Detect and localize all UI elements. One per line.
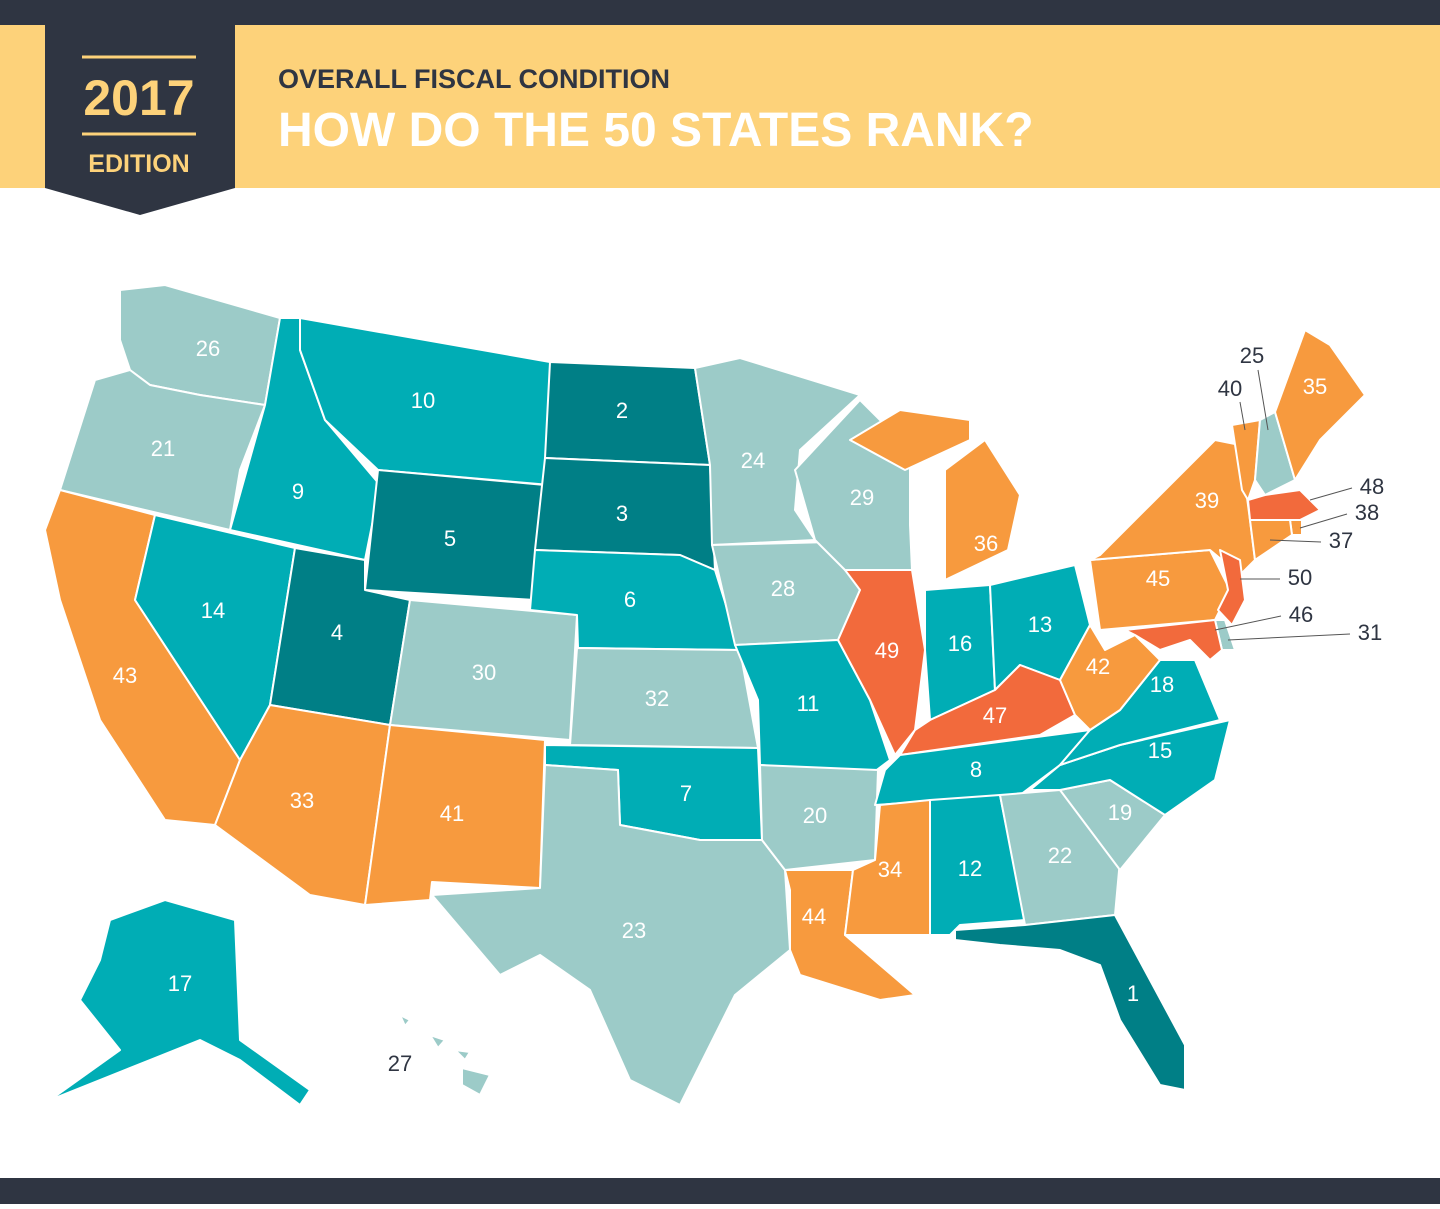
- state-shape: [1247, 489, 1321, 521]
- state-rank-label: 50: [1288, 565, 1312, 590]
- state-shape: [431, 764, 791, 1106]
- state-rank-label: 14: [201, 598, 225, 623]
- state-rank-label: 47: [983, 703, 1007, 728]
- state-rank-label: 48: [1360, 474, 1384, 499]
- state-rank-label: 37: [1329, 528, 1353, 553]
- state-shape: [759, 764, 879, 871]
- state-rank-label: 16: [948, 631, 972, 656]
- leader-line: [1214, 615, 1282, 631]
- state-shape: [399, 1014, 491, 1096]
- state-rank-label: 8: [970, 757, 982, 782]
- state-rank-label: 45: [1146, 566, 1170, 591]
- state-rank-label: 17: [168, 971, 192, 996]
- leader-line: [1239, 401, 1246, 431]
- state-rank-label: 29: [850, 485, 874, 510]
- state-rank-label: 5: [444, 526, 456, 551]
- state-rank-label: 32: [645, 686, 669, 711]
- state-shape: [364, 724, 546, 906]
- state-rank-label: 31: [1358, 620, 1382, 645]
- state-rank-label: 26: [196, 336, 220, 361]
- state-rank-label: 28: [771, 576, 795, 601]
- state-rank-label: 23: [622, 918, 646, 943]
- state-shape: [1254, 411, 1296, 496]
- state-rank-label: 13: [1028, 612, 1052, 637]
- edition-badge: [45, 25, 235, 215]
- state-shape: [694, 357, 861, 546]
- header-band: [0, 25, 1440, 188]
- subtitle: OVERALL FISCAL CONDITION: [278, 64, 670, 94]
- state-shape: [49, 899, 311, 1106]
- state-rank-label: 34: [878, 857, 902, 882]
- state-rank-label: 2: [616, 398, 628, 423]
- state-rank-label: 30: [472, 660, 496, 685]
- state-rank-label: 1: [1127, 981, 1139, 1006]
- state-shape: [1274, 329, 1366, 481]
- state-shape: [954, 914, 1186, 1091]
- state-rank-label: 39: [1195, 488, 1219, 513]
- state-rank-label: 4: [331, 620, 343, 645]
- state-rank-label: 21: [151, 436, 175, 461]
- title: HOW DO THE 50 STATES RANK?: [278, 104, 1034, 157]
- state-rank-label: 42: [1086, 654, 1110, 679]
- state-rank-label: 10: [411, 388, 435, 413]
- state-rank-label: 6: [624, 587, 636, 612]
- state-shape: [849, 409, 1021, 581]
- state-rank-label: 22: [1048, 843, 1072, 868]
- leader-line: [1299, 513, 1348, 529]
- state-rank-label: 15: [1148, 738, 1172, 763]
- top-bar: [0, 0, 1440, 25]
- state-rank-label: 40: [1218, 376, 1242, 401]
- state-rank-label: 36: [974, 531, 998, 556]
- state-rank-label: 7: [680, 781, 692, 806]
- state-shape: [837, 569, 926, 756]
- leader-line: [1269, 539, 1322, 543]
- bottom-bar: [0, 1178, 1440, 1204]
- state-shape: [1231, 419, 1261, 501]
- state-shape: [1059, 624, 1161, 731]
- state-rank-label: 46: [1289, 602, 1313, 627]
- leader-line: [1227, 633, 1351, 641]
- state-rank-label: 41: [440, 801, 464, 826]
- edition-year: 2017: [83, 70, 194, 126]
- state-rank-label: 25: [1240, 343, 1264, 368]
- state-shape: [59, 369, 266, 531]
- state-rank-label: 12: [958, 856, 982, 881]
- state-rank-label: 11: [797, 691, 820, 716]
- state-rank-label: 19: [1108, 800, 1132, 825]
- state-rank-label: 20: [803, 803, 827, 828]
- edition-label: EDITION: [88, 150, 189, 178]
- leader-line: [1257, 369, 1269, 431]
- state-rank-label: 9: [292, 479, 304, 504]
- state-rank-label: 43: [113, 663, 137, 688]
- state-rank-label: 3: [616, 501, 628, 526]
- state-rank-label: 33: [290, 788, 314, 813]
- state-shape: [1217, 549, 1246, 626]
- state-rank-label: 49: [875, 638, 899, 663]
- state-shape: [1124, 619, 1223, 661]
- state-rank-label: 24: [741, 448, 765, 473]
- state-rank-label: 27: [388, 1051, 412, 1076]
- state-rank-label: 35: [1303, 374, 1327, 399]
- state-rank-label: 38: [1355, 500, 1379, 525]
- state-rank-label: 44: [802, 904, 826, 929]
- leader-line: [1309, 487, 1353, 501]
- state-rank-label: 18: [1150, 672, 1174, 697]
